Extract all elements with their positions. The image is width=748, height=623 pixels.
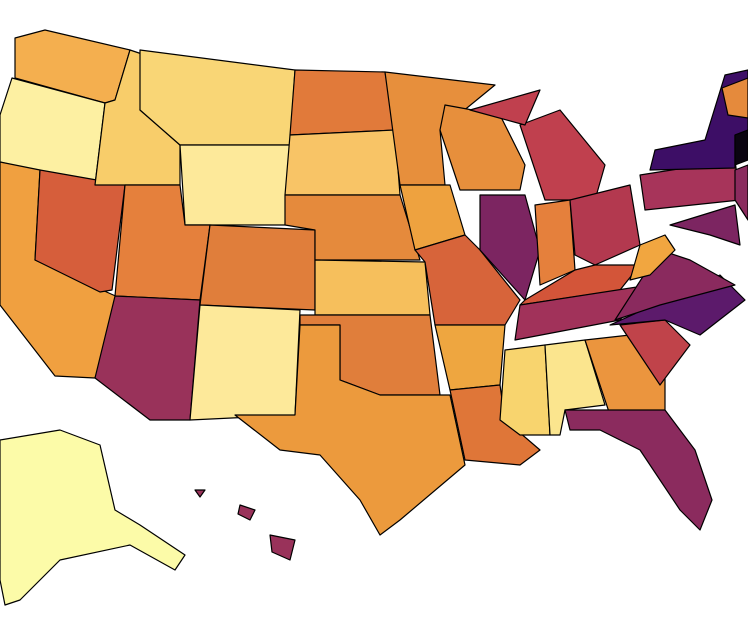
state-region [0,429,186,606]
state-region [189,304,301,421]
state-region [234,324,466,536]
state-region [534,199,576,286]
state-region [734,164,748,221]
state-region [289,69,396,136]
state-region [414,234,521,326]
state-region [564,409,713,531]
state-region [199,224,316,311]
state-region [237,504,256,521]
state-region [194,489,206,498]
state-region [94,295,201,421]
state-region [669,204,741,246]
state-region [499,344,551,436]
state-region [734,129,748,166]
state-region [434,324,506,391]
state-region [284,129,401,196]
state-region [314,259,431,316]
state-region [479,194,541,301]
state-region [519,109,606,201]
state-region [179,144,291,226]
state-region [269,534,296,561]
state-region [629,234,676,281]
state-region [139,49,296,146]
state-region [469,89,541,126]
state-region [569,184,641,266]
state-region [721,77,748,119]
state-region [449,384,541,466]
